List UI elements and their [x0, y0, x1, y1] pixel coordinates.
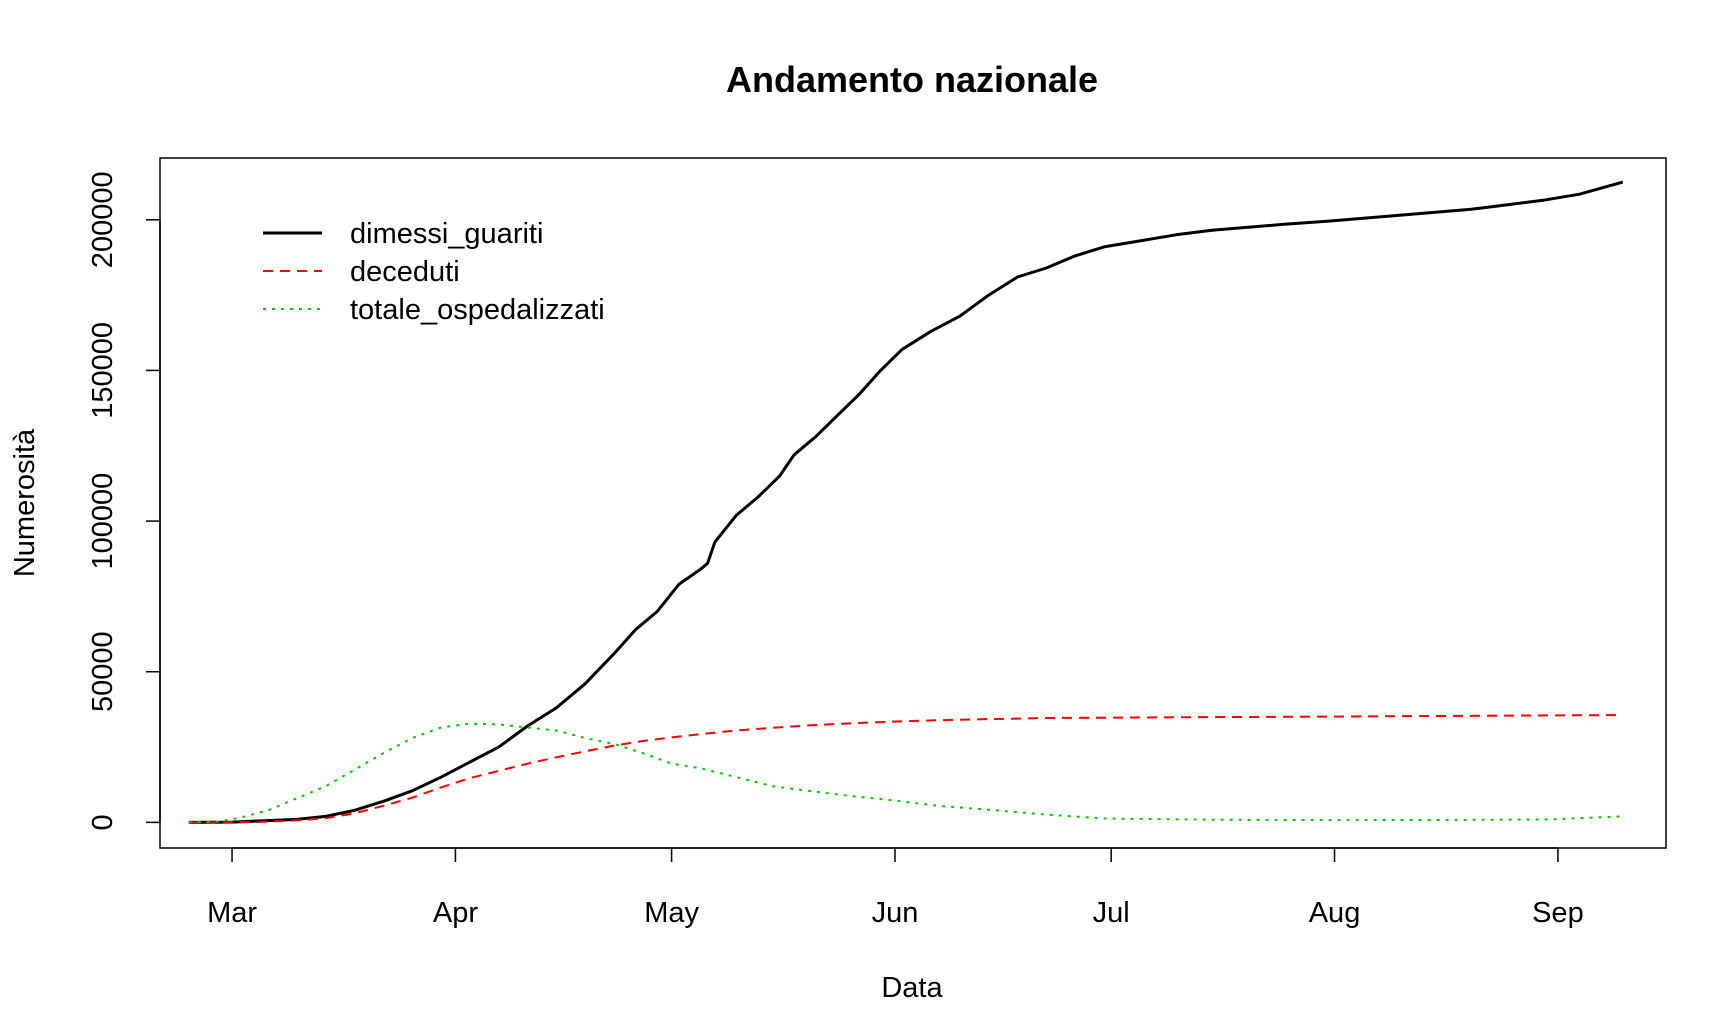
- legend-label-totale_ospedalizzati: totale_ospedalizzati: [350, 294, 605, 326]
- x-tick-label: Apr: [433, 897, 478, 929]
- y-tick-label: 0: [87, 814, 119, 830]
- y-tick-label: 50000: [87, 631, 119, 712]
- series-line-deceduti: [188, 714, 1623, 824]
- x-tick-label: Aug: [1309, 897, 1361, 929]
- y-tick-label: 100000: [87, 473, 119, 570]
- x-tick-label: Mar: [207, 897, 257, 929]
- x-tick-label: Sep: [1532, 897, 1584, 929]
- series-line-totale_ospedalizzati: [188, 722, 1623, 824]
- x-tick-label: Jun: [872, 897, 919, 929]
- y-axis: 0 50000 100000 150000 200000: [87, 171, 161, 830]
- legend-label-deceduti: deceduti: [350, 256, 460, 288]
- series-line-dimessi_guariti: [188, 180, 1624, 824]
- x-tick-label: May: [644, 897, 699, 929]
- x-axis: Mar Apr May Jun Jul Aug Sep: [207, 847, 1584, 929]
- legend-label-dimessi_guariti: dimessi_guariti: [350, 218, 543, 250]
- y-axis-label: Numerosità: [9, 428, 41, 577]
- x-axis-label: Data: [881, 972, 943, 1004]
- y-tick-label: 150000: [87, 322, 119, 419]
- chart-title: Andamento nazionale: [726, 59, 1098, 100]
- legend: dimessi_guariti deceduti totale_ospedalizz…: [263, 218, 605, 326]
- series-group: [188, 180, 1624, 824]
- x-tick-label: Jul: [1093, 897, 1130, 929]
- y-tick-label: 200000: [87, 171, 119, 268]
